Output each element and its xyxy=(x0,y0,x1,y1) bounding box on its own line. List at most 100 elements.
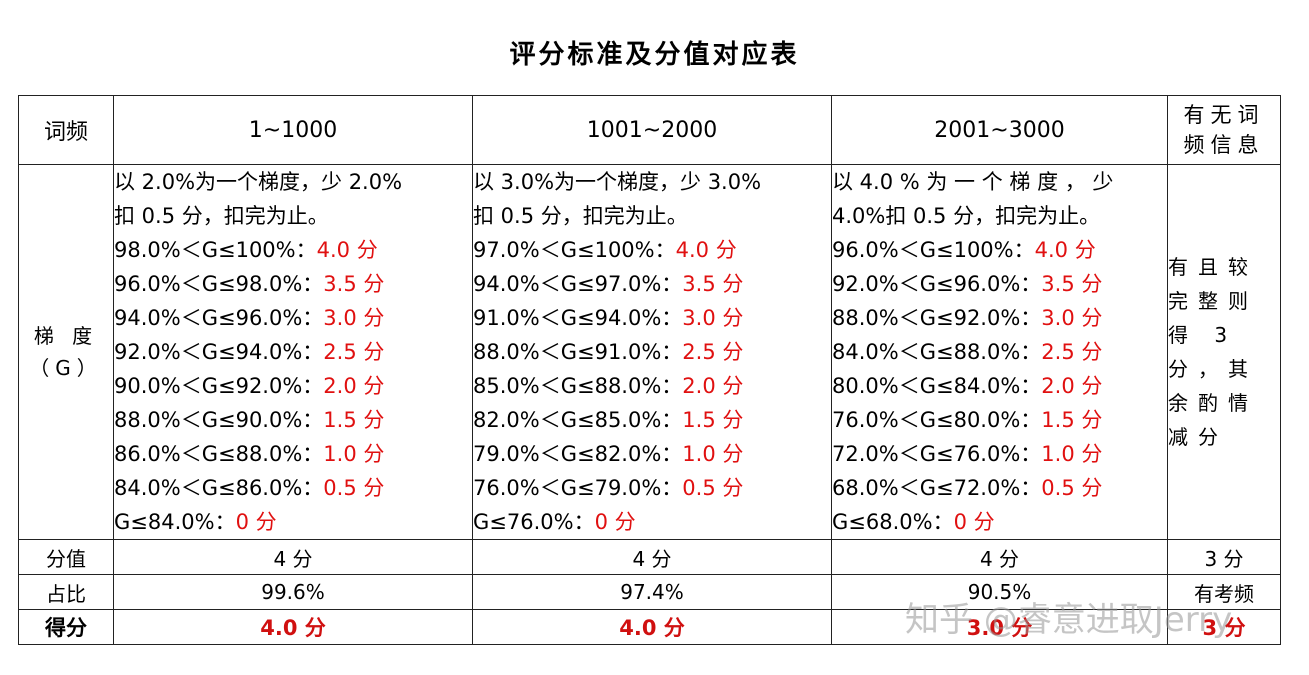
gradient-score: 3.0 分 xyxy=(682,306,744,330)
gradient-rule-line: 76.0%＜G≤80.0%：1.5 分 xyxy=(832,403,1167,437)
header-range-1: 1~1000 xyxy=(113,95,473,165)
gradient-rule-line: 86.0%＜G≤88.0%：1.0 分 xyxy=(114,437,472,471)
gradient-rule-line: 92.0%＜G≤96.0%：3.5 分 xyxy=(832,267,1167,301)
gradient-score: 4.0 分 xyxy=(1034,238,1096,262)
value-row: 分值 4 分 4 分 4 分 3 分 xyxy=(18,539,1281,575)
gradient-score: 3.5 分 xyxy=(323,272,385,296)
gradient-cell-3: 以 4.0 % 为 一 个 梯 度 ， 少 4.0%扣 0.5 分，扣完为止。 96… xyxy=(831,164,1168,540)
gradient-score: 0.5 分 xyxy=(682,476,744,500)
gradient-range: 84.0%＜G≤86.0%： xyxy=(114,476,324,500)
gradient-range: 94.0%＜G≤96.0%： xyxy=(114,306,324,330)
frequency-info-line: 完整则 xyxy=(1168,289,1258,313)
gradient-range: 94.0%＜G≤97.0%： xyxy=(473,272,683,296)
ratio-col1: 99.6% xyxy=(113,574,473,610)
value-col3: 4 分 xyxy=(831,539,1168,575)
frequency-info-line: 有且较 xyxy=(1168,255,1258,279)
gradient-score: 2.5 分 xyxy=(1041,340,1103,364)
frequency-info-line: 余酌情 xyxy=(1168,391,1258,415)
gradient-rule-line: 72.0%＜G≤76.0%：1.0 分 xyxy=(832,437,1167,471)
gradient-range: 82.0%＜G≤85.0%： xyxy=(473,408,683,432)
gradient-range: G≤76.0%： xyxy=(473,510,595,534)
page-title: 评分标准及分值对应表 xyxy=(509,40,800,70)
watermark: 知乎 @睿意进取Jerry xyxy=(905,600,1233,640)
gradient-score: 4.0 分 xyxy=(316,238,378,262)
gradient-rule-line: 98.0%＜G≤100%：4.0 分 xyxy=(114,233,472,267)
gradient-label: 梯 度 （G） xyxy=(18,164,114,540)
header-frequency-info: 有无词频信息 xyxy=(1167,95,1281,165)
gradient-intro-line: 以 4.0 % 为 一 个 梯 度 ， 少 xyxy=(832,170,1114,194)
gradient-range: 96.0%＜G≤100%： xyxy=(832,238,1035,262)
score-row: 得分 4.0 分 4.0 分 3.0 分 3 分 xyxy=(18,609,1281,645)
gradient-score: 3.5 分 xyxy=(1041,272,1103,296)
gradient-rule-line: 84.0%＜G≤86.0%：0.5 分 xyxy=(114,471,472,505)
score-col2: 4.0 分 xyxy=(472,609,832,645)
gradient-range: 92.0%＜G≤94.0%： xyxy=(114,340,324,364)
gradient-rule-line: 79.0%＜G≤82.0%：1.0 分 xyxy=(473,437,831,471)
gradient-rule-line: G≤68.0%：0 分 xyxy=(832,505,1167,539)
gradient-rule-line: 68.0%＜G≤72.0%：0.5 分 xyxy=(832,471,1167,505)
gradient-intro-line: 扣 0.5 分，扣完为止。 xyxy=(114,204,329,228)
gradient-score: 0.5 分 xyxy=(1041,476,1103,500)
gradient-rule-line: 96.0%＜G≤100%：4.0 分 xyxy=(832,233,1167,267)
value-col1: 4 分 xyxy=(113,539,473,575)
gradient-score: 2.0 分 xyxy=(1041,374,1103,398)
score-label: 得分 xyxy=(18,609,114,645)
gradient-range: G≤84.0%： xyxy=(114,510,236,534)
gradient-intro-line: 扣 0.5 分，扣完为止。 xyxy=(473,204,688,228)
gradient-range: 88.0%＜G≤92.0%： xyxy=(832,306,1042,330)
gradient-row: 梯 度 （G） 以 2.0%为一个梯度，少 2.0% 扣 0.5 分，扣完为止。 9… xyxy=(18,164,1281,540)
gradient-score: 2.0 分 xyxy=(682,374,744,398)
gradient-score: 0 分 xyxy=(235,510,277,534)
frequency-info-line: 分，其 xyxy=(1168,357,1258,381)
gradient-range: 79.0%＜G≤82.0%： xyxy=(473,442,683,466)
value-col2: 4 分 xyxy=(472,539,832,575)
gradient-rule-line: 88.0%＜G≤90.0%：1.5 分 xyxy=(114,403,472,437)
value-col4: 3 分 xyxy=(1167,539,1281,575)
gradient-range: 72.0%＜G≤76.0%： xyxy=(832,442,1042,466)
gradient-score: 1.5 分 xyxy=(682,408,744,432)
gradient-score: 0 分 xyxy=(953,510,995,534)
gradient-range: 92.0%＜G≤96.0%： xyxy=(832,272,1042,296)
gradient-range: 86.0%＜G≤88.0%： xyxy=(114,442,324,466)
gradient-rule-line: 88.0%＜G≤92.0%：3.0 分 xyxy=(832,301,1167,335)
score-col3: 3.0 分 xyxy=(831,609,1168,645)
score-col4: 3 分 xyxy=(1167,609,1281,645)
gradient-score: 1.0 分 xyxy=(682,442,744,466)
gradient-rule-line: 88.0%＜G≤91.0%：2.5 分 xyxy=(473,335,831,369)
gradient-score: 4.0 分 xyxy=(675,238,737,262)
gradient-score: 3.0 分 xyxy=(1041,306,1103,330)
header-range-2: 1001~2000 xyxy=(472,95,832,165)
gradient-range: 90.0%＜G≤92.0%： xyxy=(114,374,324,398)
gradient-rule-line: 94.0%＜G≤96.0%：3.0 分 xyxy=(114,301,472,335)
header-range-3: 2001~3000 xyxy=(831,95,1168,165)
gradient-rule-line: 76.0%＜G≤79.0%：0.5 分 xyxy=(473,471,831,505)
gradient-intro-line: 以 2.0%为一个梯度，少 2.0% xyxy=(114,170,403,194)
gradient-range: 84.0%＜G≤88.0%： xyxy=(832,340,1042,364)
gradient-range: 85.0%＜G≤88.0%： xyxy=(473,374,683,398)
frequency-info-line: 得 3 xyxy=(1168,323,1238,347)
gradient-rule-line: 80.0%＜G≤84.0%：2.0 分 xyxy=(832,369,1167,403)
gradient-range: 76.0%＜G≤80.0%： xyxy=(832,408,1042,432)
gradient-range: 80.0%＜G≤84.0%： xyxy=(832,374,1042,398)
gradient-score: 0.5 分 xyxy=(323,476,385,500)
ratio-label: 占比 xyxy=(18,574,114,610)
value-label: 分值 xyxy=(18,539,114,575)
gradient-range: 98.0%＜G≤100%： xyxy=(114,238,317,262)
gradient-rule-line: 92.0%＜G≤94.0%：2.5 分 xyxy=(114,335,472,369)
gradient-range: 76.0%＜G≤79.0%： xyxy=(473,476,683,500)
gradient-range: 88.0%＜G≤91.0%： xyxy=(473,340,683,364)
gradient-intro-line: 4.0%扣 0.5 分，扣完为止。 xyxy=(832,204,1101,228)
gradient-range: G≤68.0%： xyxy=(832,510,954,534)
gradient-rule-line: 96.0%＜G≤98.0%：3.5 分 xyxy=(114,267,472,301)
gradient-range: 68.0%＜G≤72.0%： xyxy=(832,476,1042,500)
gradient-range: 91.0%＜G≤94.0%： xyxy=(473,306,683,330)
gradient-score: 2.0 分 xyxy=(323,374,385,398)
gradient-score: 1.0 分 xyxy=(323,442,385,466)
gradient-score: 3.0 分 xyxy=(323,306,385,330)
gradient-score: 1.5 分 xyxy=(323,408,385,432)
gradient-rule-line: 91.0%＜G≤94.0%：3.0 分 xyxy=(473,301,831,335)
gradient-score: 0 分 xyxy=(594,510,636,534)
gradient-range: 96.0%＜G≤98.0%： xyxy=(114,272,324,296)
header-row: 词频 1~1000 1001~2000 2001~3000 有无词频信息 xyxy=(18,95,1281,165)
gradient-rule-line: 84.0%＜G≤88.0%：2.5 分 xyxy=(832,335,1167,369)
